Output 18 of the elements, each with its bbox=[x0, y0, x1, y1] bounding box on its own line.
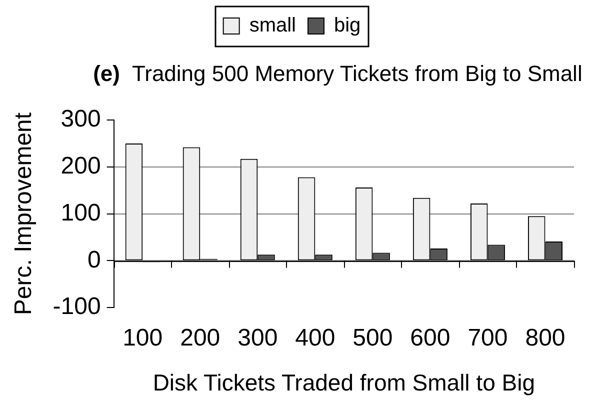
y-tick-label: -100 bbox=[52, 293, 101, 320]
x-tick-label: 700 bbox=[468, 324, 508, 352]
x-tick-label: 600 bbox=[410, 324, 450, 352]
chart-title: (e) Trading 500 Memory Tickets from Big to Small bbox=[93, 61, 582, 86]
x-tick-label: 400 bbox=[295, 324, 336, 352]
y-tick-label: 200 bbox=[60, 152, 101, 180]
y-tick-label: 300 bbox=[60, 106, 101, 133]
y-tick-label: 0 bbox=[87, 246, 101, 274]
x-tick-label: 500 bbox=[352, 324, 393, 352]
x-axis-title: Disk Tickets Traded from Small to Big bbox=[152, 370, 536, 396]
x-tick-label: 800 bbox=[525, 324, 566, 352]
y-tick-label: 100 bbox=[60, 199, 101, 226]
legend-label: small bbox=[249, 14, 296, 37]
x-tick-label: 100 bbox=[122, 324, 163, 352]
y-axis-title: Perc. Improvement bbox=[10, 112, 38, 316]
x-tick-label: 200 bbox=[180, 324, 220, 352]
x-tick-label: 300 bbox=[238, 324, 278, 352]
legend-label: big bbox=[334, 14, 361, 37]
